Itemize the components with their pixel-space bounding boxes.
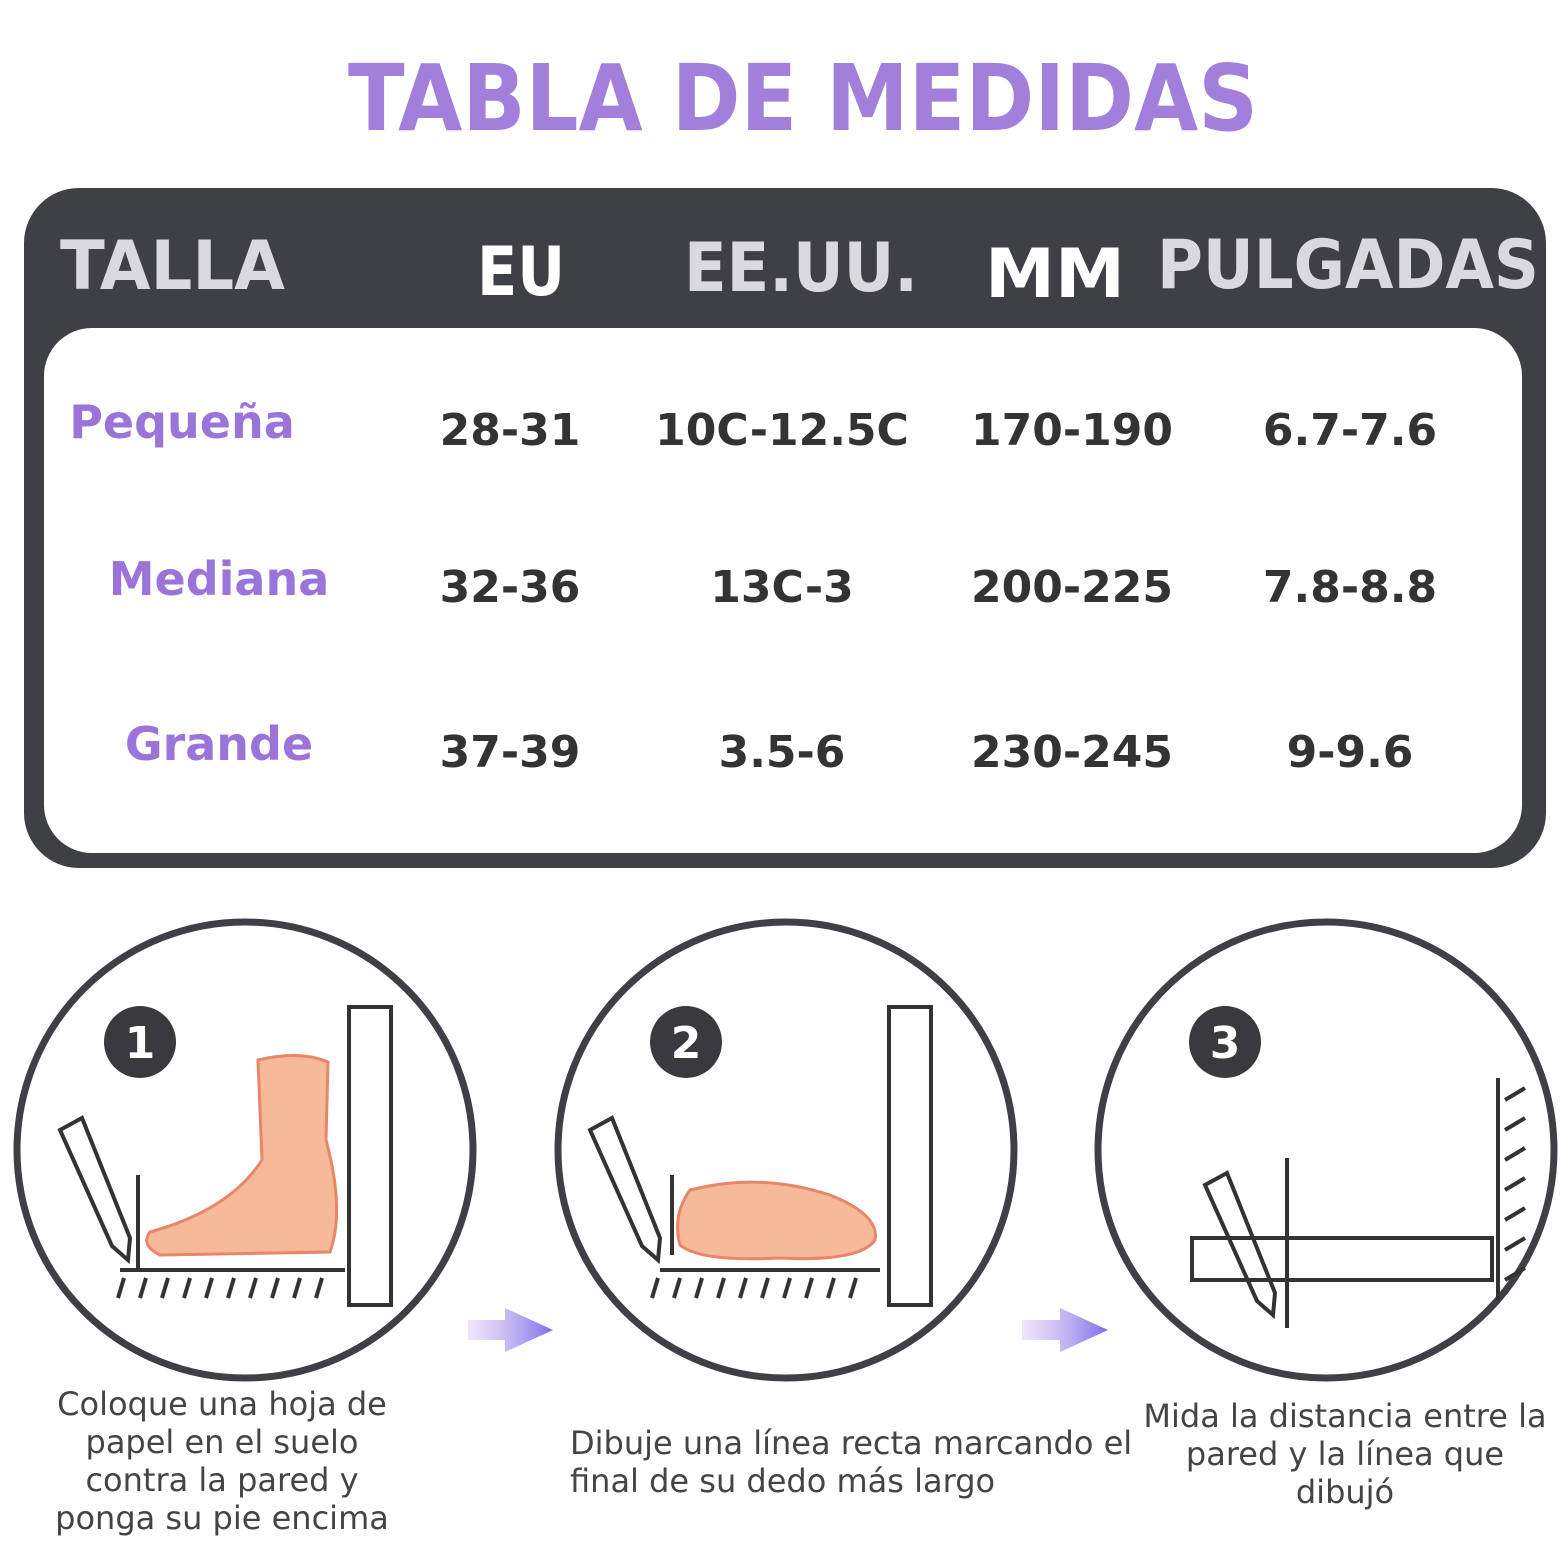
- table-cell: 28-31: [440, 405, 581, 456]
- step-caption: contra la pared y: [85, 1461, 358, 1499]
- step-number: 1: [125, 1018, 156, 1069]
- table-cell: 13C-3: [710, 562, 853, 613]
- header-cell: EE.UU.: [684, 229, 918, 308]
- step-caption: papel en el suelo: [86, 1423, 359, 1461]
- table-cell: 32-36: [440, 562, 581, 613]
- row-label: Grande: [125, 717, 313, 771]
- table-body: [44, 328, 1522, 853]
- table-cell: 230-245: [971, 727, 1173, 778]
- step-caption: dibujó: [1296, 1473, 1394, 1511]
- table-cell: 37-39: [440, 727, 581, 778]
- step-illustrations: [13, 918, 1558, 1382]
- table-cell: 3.5-6: [719, 727, 846, 778]
- step-caption: Dibuje una línea recta marcando el: [570, 1424, 1132, 1462]
- header-cell: PULGADAS: [1157, 226, 1539, 305]
- table-cell: 6.7-7.6: [1263, 405, 1437, 456]
- title: TABLA DE MEDIDAS: [348, 45, 1258, 152]
- header-cell: EU: [477, 233, 565, 312]
- table-cell: 200-225: [971, 562, 1173, 613]
- step-caption: pared y la línea que: [1186, 1435, 1504, 1473]
- step-number: 2: [671, 1018, 702, 1069]
- row-label: Mediana: [109, 552, 330, 606]
- step-caption: Mida la distancia entre la: [1143, 1397, 1546, 1435]
- step-caption: final de su dedo más largo: [570, 1462, 995, 1500]
- table-cell: 7.8-8.8: [1263, 562, 1437, 613]
- table-cell: 9-9.6: [1287, 727, 1414, 778]
- step-caption: ponga su pie encima: [55, 1499, 389, 1537]
- row-label: Pequeña: [69, 395, 295, 449]
- table-cell: 10C-12.5C: [655, 405, 909, 456]
- step-number: 3: [1210, 1018, 1241, 1069]
- header-cell: MM: [985, 235, 1125, 314]
- header-cell: TALLA: [60, 227, 285, 306]
- step-caption: Coloque una hoja de: [57, 1385, 387, 1423]
- table-cell: 170-190: [971, 405, 1173, 456]
